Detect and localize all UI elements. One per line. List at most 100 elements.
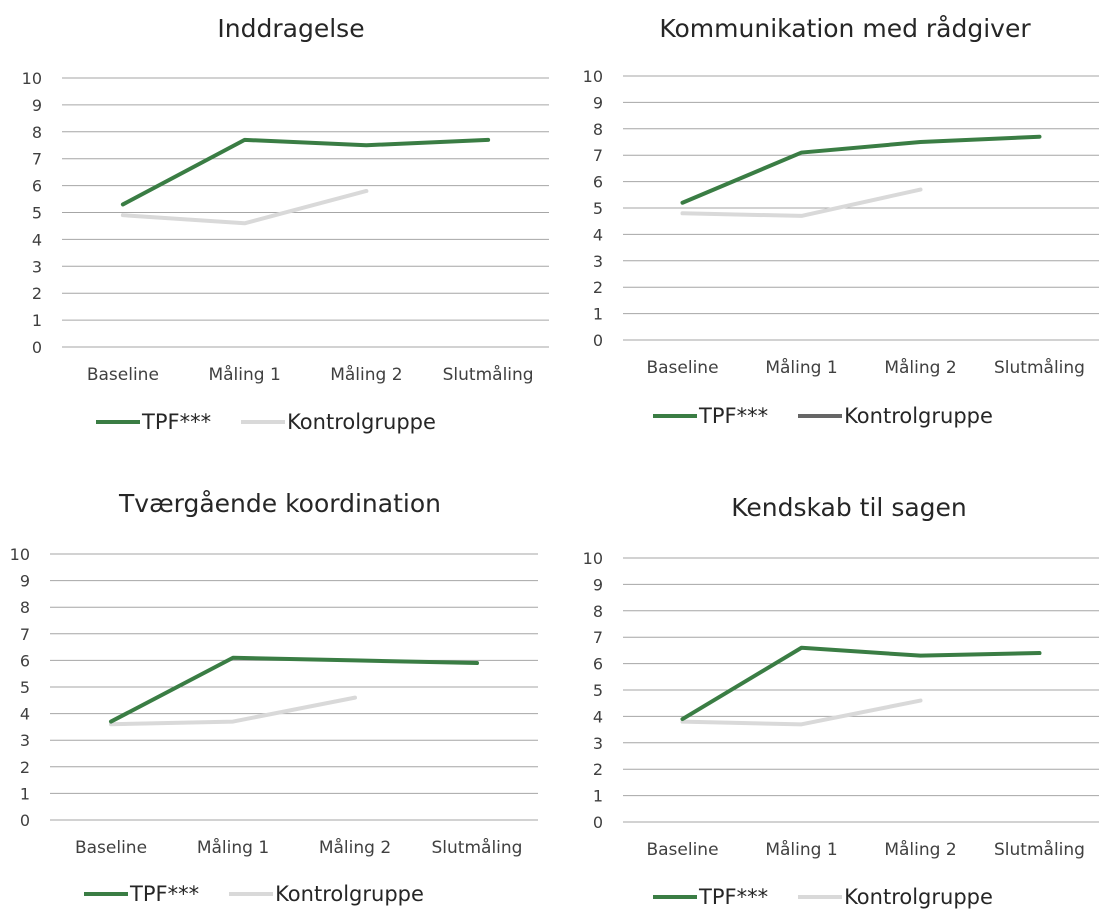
- legend-item-kontrolgruppe: Kontrolgruppe: [798, 404, 993, 428]
- legend-label: Kontrolgruppe: [287, 410, 436, 434]
- legend-label: TPF***: [699, 885, 769, 909]
- x-tick-label: Baseline: [646, 358, 718, 378]
- y-tick-label: 10: [583, 67, 603, 86]
- y-tick-label: 6: [593, 173, 603, 192]
- y-tick-label: 0: [593, 331, 603, 350]
- x-tick-label: Baseline: [75, 838, 147, 858]
- x-tick-label: Måling 2: [884, 839, 956, 860]
- legend-swatch: [653, 414, 697, 418]
- chart-panel-2: Kommunikation med rådgiver 0 1 2 3 4 5 6 7 8 9 10 B…: [549, 0, 1099, 455]
- series-line: [680, 134, 1042, 205]
- chart-title: Inddragelse: [217, 14, 365, 43]
- legend-item-tpf: TPF***: [653, 404, 768, 428]
- legend-label: Kontrolgruppe: [844, 404, 993, 428]
- series-line: [680, 698, 923, 727]
- y-tick-label: 8: [593, 602, 603, 621]
- y-tick-label: 10: [583, 549, 603, 568]
- y-tick-label: 5: [32, 204, 42, 223]
- y-tick-label: 1: [20, 784, 30, 803]
- chart-plot: 0 1 2 3 4 5 6 7 8 9 10 Baseline Måling 1 Måling 2 Slut…: [583, 549, 1099, 860]
- chart-legend: TPF*** Kontrolgruppe: [84, 882, 454, 906]
- legend-item-kontrolgruppe: Kontrolgruppe: [229, 882, 424, 906]
- y-tick-label: 9: [32, 96, 42, 115]
- chart-panel-3: Tværgående koordination 0 1 2 3 4 5 6 7 8 9 10 Base…: [0, 455, 549, 910]
- legend-label: TPF***: [699, 404, 769, 428]
- series-line: [120, 137, 491, 207]
- y-tick-label: 0: [593, 813, 603, 832]
- y-tick-label: 10: [10, 545, 30, 564]
- y-tick-label: 7: [593, 146, 603, 165]
- y-tick-label: 0: [32, 338, 42, 357]
- legend-swatch: [241, 420, 286, 424]
- y-tick-label: 10: [22, 69, 42, 88]
- y-tick-label: 1: [32, 311, 42, 330]
- x-tick-label: Baseline: [87, 365, 159, 385]
- chart-title: Kendskab til sagen: [731, 493, 967, 522]
- y-tick-label: 2: [593, 278, 603, 297]
- y-tick-label: 2: [32, 284, 42, 303]
- x-tick-label: Måling 2: [330, 364, 402, 385]
- x-tick-label: Måling 1: [197, 837, 269, 858]
- y-tick-label: 8: [593, 120, 603, 139]
- x-tick-label: Slutmåling: [994, 357, 1085, 378]
- chart-title: Kommunikation med rådgiver: [659, 14, 1031, 43]
- y-tick-label: 5: [593, 199, 603, 218]
- y-tick-label: 8: [32, 123, 42, 142]
- x-tick-label: Slutmåling: [432, 837, 523, 858]
- x-tick-label: Måling 2: [319, 837, 391, 858]
- y-tick-label: 7: [32, 150, 42, 169]
- y-tick-label: 6: [593, 655, 603, 674]
- x-tick-label: Måling 2: [884, 357, 956, 378]
- y-tick-label: 9: [20, 572, 30, 591]
- chart-title: Tværgående koordination: [119, 489, 441, 518]
- legend-swatch: [229, 892, 274, 896]
- legend-label: Kontrolgruppe: [844, 885, 993, 909]
- series-line: [109, 655, 479, 724]
- y-tick-label: 9: [593, 93, 603, 112]
- legend-item-tpf: TPF***: [653, 885, 768, 909]
- y-tick-label: 4: [20, 705, 30, 724]
- y-tick-label: 2: [593, 760, 603, 779]
- chart-plot: 0 1 2 3 4 5 6 7 8 9 10 Baseline Måling 1 Måling 2 Slut…: [583, 67, 1099, 378]
- legend-swatch: [798, 895, 843, 899]
- chart-plot: 0 1 2 3 4 5 6 7 8 9 10 Baseline Måling 1 Måling 2 Slut…: [22, 69, 549, 385]
- chart-legend: TPF*** Kontrolgruppe: [653, 885, 1023, 909]
- y-tick-label: 1: [593, 305, 603, 324]
- chart-legend: TPF*** Kontrolgruppe: [653, 404, 1023, 428]
- chart-panel-1: Inddragelse 0 1 2 3 4 5 6 7 8 9 10 Baseline Måling 1…: [0, 0, 549, 455]
- y-tick-label: 3: [593, 734, 603, 753]
- y-tick-label: 6: [32, 177, 42, 196]
- series-line: [680, 645, 1042, 722]
- legend-label: TPF***: [130, 882, 200, 906]
- x-tick-label: Måling 1: [765, 357, 837, 378]
- series-line: [680, 187, 923, 218]
- y-tick-label: 2: [20, 758, 30, 777]
- chart-legend: TPF*** Kontrolgruppe: [96, 410, 466, 434]
- chart-plot: 0 1 2 3 4 5 6 7 8 9 10 Baseline Måling 1 Måling 2 Slut…: [10, 545, 538, 858]
- x-tick-label: Slutmåling: [443, 364, 534, 385]
- x-tick-label: Baseline: [646, 840, 718, 860]
- y-tick-label: 7: [593, 628, 603, 647]
- y-tick-label: 3: [32, 257, 42, 276]
- y-tick-label: 4: [593, 225, 603, 244]
- legend-swatch: [798, 414, 843, 418]
- y-tick-label: 5: [20, 678, 30, 697]
- y-tick-label: 8: [20, 598, 30, 617]
- legend-label: Kontrolgruppe: [275, 882, 424, 906]
- y-tick-label: 4: [32, 230, 42, 249]
- series-line: [120, 188, 369, 226]
- y-tick-label: 0: [20, 811, 30, 830]
- legend-swatch: [96, 420, 140, 424]
- y-tick-label: 4: [593, 707, 603, 726]
- legend-item-kontrolgruppe: Kontrolgruppe: [241, 410, 436, 434]
- y-tick-label: 9: [593, 575, 603, 594]
- legend-swatch: [84, 892, 128, 896]
- legend-item-kontrolgruppe: Kontrolgruppe: [798, 885, 993, 909]
- y-tick-label: 1: [593, 787, 603, 806]
- chart-panel-4: Kendskab til sagen 0 1 2 3 4 5 6 7 8 9 10 Baseline M…: [549, 455, 1099, 910]
- legend-swatch: [653, 895, 697, 899]
- legend-item-tpf: TPF***: [84, 882, 199, 906]
- legend-label: TPF***: [142, 410, 212, 434]
- y-tick-label: 6: [20, 651, 30, 670]
- y-tick-label: 7: [20, 625, 30, 644]
